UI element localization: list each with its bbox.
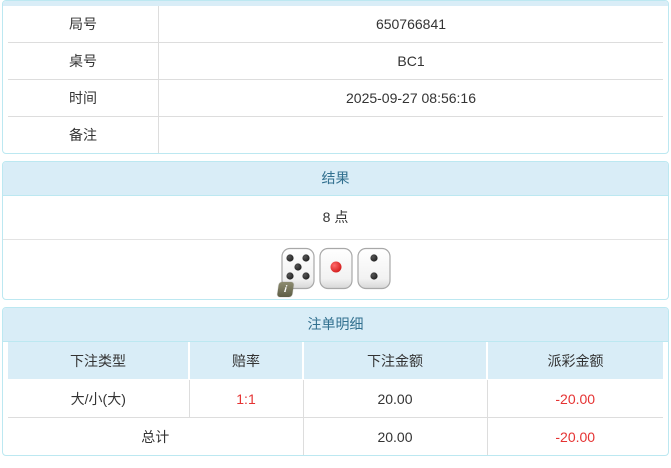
- total-bet-amount-cell: 20.00: [302, 417, 487, 455]
- table-row: 桌号 BC1: [8, 42, 663, 80]
- column-header-bet-amount: 下注金额: [302, 342, 487, 380]
- column-header-payout: 派彩金额: [486, 342, 663, 380]
- die-1: [318, 247, 353, 290]
- time-value: 2025-09-27 08:56:16: [158, 79, 663, 117]
- dice-row: i: [3, 240, 668, 299]
- odds-cell: 1:1: [188, 379, 303, 418]
- table-header-row: 下注类型 赔率 下注金额 派彩金额: [8, 342, 663, 380]
- table-row: 大/小(大) 1:1 20.00 -20.00: [8, 379, 663, 418]
- game-info-panel: 局号 650766841 桌号 BC1 时间 2025-09-27 08:56:…: [2, 0, 669, 154]
- round-id-value: 650766841: [375, 16, 447, 32]
- column-header-odds: 赔率: [188, 342, 303, 380]
- table-id-label: 桌号: [8, 42, 159, 80]
- table-row: 时间 2025-09-27 08:56:16: [8, 79, 663, 117]
- info-icon[interactable]: i: [276, 282, 294, 297]
- dice-group: [280, 247, 391, 290]
- bet-details-panel-title: 注单明细: [3, 308, 668, 342]
- table-id-value: BC1: [158, 42, 663, 80]
- column-header-bet-type: 下注类型: [8, 342, 189, 380]
- bet-details-panel: 注单明细 下注类型 赔率 下注金额 派彩金额 大/小(大) 1:1 20.00 …: [2, 307, 669, 456]
- die-2: [356, 247, 391, 290]
- table-row: 备注: [8, 116, 663, 153]
- result-panel-title: 结果: [3, 162, 668, 196]
- bet-amount-cell: 20.00: [302, 379, 487, 418]
- payout-cell: -20.00: [486, 379, 663, 418]
- table-total-row: 总计 20.00 -20.00: [8, 417, 663, 455]
- table-row: 局号 650766841: [8, 6, 663, 43]
- die-5: [280, 247, 315, 290]
- remark-value: [158, 116, 663, 153]
- result-points: 8 点: [3, 196, 668, 240]
- total-payout-cell: -20.00: [486, 417, 663, 455]
- time-label: 时间: [8, 79, 159, 117]
- bet-details-table: 下注类型 赔率 下注金额 派彩金额 大/小(大) 1:1 20.00 -20.0…: [8, 342, 663, 455]
- game-info-table: 局号 650766841 桌号 BC1 时间 2025-09-27 08:56:…: [8, 6, 663, 153]
- remark-label: 备注: [8, 116, 159, 153]
- result-panel: 结果 8 点: [2, 161, 669, 300]
- total-label-cell: 总计: [8, 417, 303, 455]
- bet-type-cell: 大/小(大): [8, 379, 189, 418]
- game-info-panel-header-strip: [3, 1, 668, 6]
- round-id-label: 局号: [8, 6, 159, 43]
